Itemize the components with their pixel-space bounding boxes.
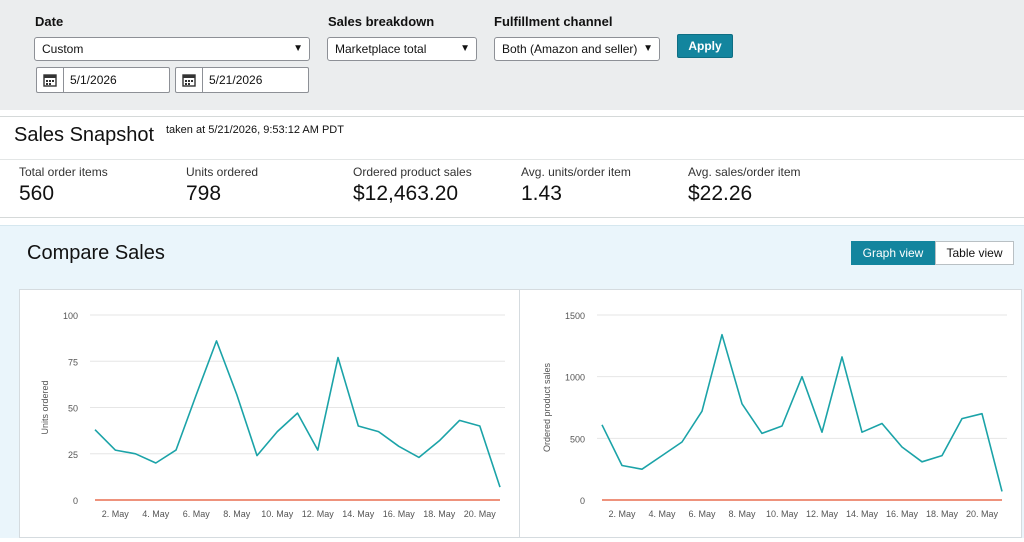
x-tick-label: 2. May [102,509,130,519]
x-tick-label: 4. May [648,509,676,519]
x-tick-label: 10. May [766,509,799,519]
series-line [601,333,1003,492]
x-tick-label: 8. May [728,509,756,519]
start-date-value: 5/1/2026 [70,73,117,87]
metric-value-ordered-product-sales: $12,463.20 [353,182,459,205]
chevron-down-icon: ▼ [460,43,470,54]
x-tick-label: 6. May [688,509,716,519]
end-date-field[interactable]: 5/21/2026 [175,67,309,93]
chevron-down-icon: ▼ [293,43,303,54]
sales-breakdown-select[interactable]: Marketplace total ▼ [327,37,477,61]
metric-label-total-order-items: Total order items [19,165,108,179]
metric-label-units-ordered: Units ordered [186,165,259,179]
series-line [94,340,501,488]
fulfillment-channel-label: Fulfillment channel [494,14,613,29]
y-tick-label: 25 [68,450,78,460]
metric-value-units-ordered: 798 [186,182,222,205]
y-tick-label: 500 [570,434,585,444]
y-tick-label: 1500 [565,311,585,321]
x-tick-label: 18. May [926,509,959,519]
metric-value-avg-units-order-item: 1.43 [521,182,562,205]
snapshot-metrics [0,160,1024,218]
date-label: Date [35,14,64,29]
fulfillment-channel-value: Both (Amazon and seller) [502,42,638,56]
end-date-value: 5/21/2026 [209,73,263,87]
y-axis-label: Ordered product sales [542,362,552,452]
snapshot-title: Sales Snapshot [14,124,155,146]
start-date-field[interactable]: 5/1/2026 [36,67,170,93]
chevron-down-icon: ▼ [643,43,653,54]
units-ordered-chart-panel: 0 25 50 75 100 Units ordered 2. May 4. May 6. Ma… [19,289,520,538]
graph-view-button[interactable]: Graph view [851,241,935,265]
ordered-product-sales-chart: 0 500 1000 1500 Ordered product sales 2. May 4… [542,311,1007,519]
compare-sales-title: Compare Sales [27,242,165,264]
metric-value-avg-sales-order-item: $22.26 [688,182,753,205]
x-tick-label: 16. May [383,509,416,519]
sales-breakdown-label: Sales breakdown [328,14,435,29]
apply-button[interactable]: Apply [677,34,733,58]
x-tick-label: 8. May [223,509,251,519]
x-tick-label: 10. May [261,509,294,519]
x-tick-label: 14. May [846,509,879,519]
y-tick-label: 75 [68,357,78,367]
metric-label-ordered-product-sales: Ordered product sales [353,165,472,179]
y-tick-label: 50 [68,404,78,414]
x-tick-label: 14. May [342,509,375,519]
date-range-value: Custom [42,42,84,56]
metric-value-total-order-items: 560 [19,182,55,205]
x-tick-label: 2. May [608,509,636,519]
units-ordered-chart: 0 25 50 75 100 Units ordered 2. May 4. May 6. Ma… [40,311,505,519]
x-tick-label: 6. May [183,509,211,519]
x-tick-label: 20. May [966,509,999,519]
ordered-product-sales-chart-panel: 0 500 1000 1500 Ordered product sales 2. May 4… [519,289,1022,538]
metric-label-avg-sales-order-item: Avg. sales/order item [688,165,801,179]
metric-label-avg-units-order-item: Avg. units/order item [521,165,631,179]
x-tick-label: 18. May [423,509,456,519]
y-tick-label: 0 [73,496,78,506]
y-axis-label: Units ordered [40,380,50,434]
calendar-icon[interactable] [37,68,64,92]
fulfillment-channel-select[interactable]: Both (Amazon and seller) ▼ [494,37,660,61]
date-range-select[interactable]: Custom ▼ [34,37,310,61]
table-view-button[interactable]: Table view [935,241,1014,265]
x-tick-label: 20. May [464,509,497,519]
y-tick-label: 0 [580,496,585,506]
y-tick-label: 100 [63,311,78,321]
sales-breakdown-value: Marketplace total [335,42,427,56]
x-tick-label: 12. May [302,509,335,519]
calendar-icon[interactable] [176,68,203,92]
snapshot-header [0,116,1024,160]
x-tick-label: 12. May [806,509,839,519]
x-tick-label: 16. May [886,509,919,519]
y-tick-label: 1000 [565,373,585,383]
x-tick-label: 4. May [142,509,170,519]
snapshot-timestamp: taken at 5/21/2026, 9:53:12 AM PDT [166,124,344,136]
